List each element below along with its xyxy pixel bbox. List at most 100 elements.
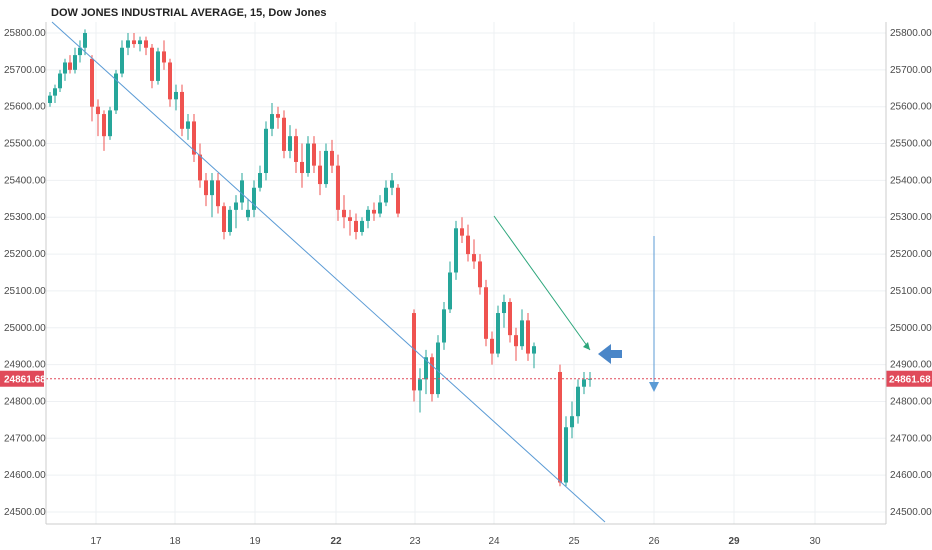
candle-up bbox=[288, 136, 292, 151]
candle-up bbox=[366, 209, 370, 221]
y-tick-label-right: 24600.00 bbox=[890, 470, 932, 481]
target-arrow-head bbox=[649, 382, 659, 392]
candle-down bbox=[150, 47, 154, 81]
candle-up bbox=[264, 128, 268, 174]
y-tick-label-left: 25000.00 bbox=[4, 323, 46, 334]
y-tick-label-left: 24600.00 bbox=[4, 470, 46, 481]
y-tick-label-left: 25800.00 bbox=[4, 28, 46, 39]
y-tick-label-left: 25300.00 bbox=[4, 212, 46, 223]
candle-up bbox=[186, 121, 190, 129]
candle-down bbox=[336, 165, 340, 210]
x-tick-label: 29 bbox=[728, 536, 740, 547]
y-tick-label-right: 25600.00 bbox=[890, 102, 932, 113]
candle-up bbox=[78, 47, 82, 56]
y-tick-label-right: 25200.00 bbox=[890, 249, 932, 260]
x-tick-label: 24 bbox=[488, 536, 500, 547]
candle-down bbox=[484, 287, 488, 339]
candle-down bbox=[342, 209, 346, 218]
candle-down bbox=[204, 180, 208, 196]
y-tick-label-left: 25400.00 bbox=[4, 175, 46, 186]
green-trendline[interactable] bbox=[493, 215, 591, 351]
candle-up bbox=[582, 379, 586, 387]
current-price-line: 24861.68 24861.68 bbox=[0, 370, 932, 387]
left-pointing-arrow-icon bbox=[598, 344, 622, 364]
candle-up bbox=[234, 202, 238, 210]
candle-down bbox=[180, 91, 184, 129]
candle-down bbox=[216, 180, 220, 207]
candle-down bbox=[96, 106, 100, 115]
candle-up bbox=[73, 55, 77, 70]
x-tick-label: 22 bbox=[330, 536, 342, 547]
y-tick-label-right: 25000.00 bbox=[890, 323, 932, 334]
candle-up bbox=[424, 357, 428, 380]
candle-up bbox=[138, 40, 142, 45]
descending-trendline[interactable] bbox=[51, 21, 606, 523]
candle-up bbox=[246, 209, 250, 218]
axes: 25800.00 25800.00 25700.00 25700.00 25600.00… bbox=[4, 22, 932, 547]
candle-down bbox=[508, 301, 512, 336]
candle-up bbox=[270, 114, 274, 129]
y-tick-label-right: 25300.00 bbox=[890, 212, 932, 223]
candle-up bbox=[448, 272, 452, 310]
candle-down bbox=[330, 150, 334, 166]
candle-up bbox=[156, 51, 160, 81]
candle-down bbox=[294, 136, 298, 162]
candle-up bbox=[174, 91, 178, 100]
candle-down bbox=[472, 254, 476, 262]
candle-down bbox=[318, 165, 322, 185]
candle-up bbox=[63, 62, 67, 74]
y-tick-label-right: 24500.00 bbox=[890, 507, 932, 518]
y-tick-label-left: 24500.00 bbox=[4, 507, 46, 518]
candle-up bbox=[496, 313, 500, 354]
y-tick-label-right: 25800.00 bbox=[890, 28, 932, 39]
candle-down bbox=[192, 121, 196, 155]
y-tick-label-right: 25100.00 bbox=[890, 286, 932, 297]
candle-down bbox=[168, 62, 172, 100]
y-tick-label-left: 24800.00 bbox=[4, 396, 46, 407]
grid bbox=[46, 22, 886, 524]
y-tick-label-left: 25700.00 bbox=[4, 65, 46, 76]
y-tick-label-left: 25100.00 bbox=[4, 286, 46, 297]
candle-up bbox=[258, 173, 262, 188]
x-tick-label: 23 bbox=[409, 536, 421, 547]
candle-up bbox=[436, 342, 440, 395]
candle-down bbox=[276, 114, 280, 118]
candle-up bbox=[454, 228, 458, 273]
candle-down bbox=[222, 206, 226, 232]
candle-up bbox=[442, 309, 446, 343]
candle-up bbox=[83, 33, 87, 48]
candle-up bbox=[53, 88, 57, 96]
candle-down bbox=[478, 261, 482, 288]
candle-up bbox=[126, 40, 130, 48]
x-tick-label: 25 bbox=[568, 536, 580, 547]
current-price-label-right: 24861.68 bbox=[889, 375, 931, 386]
y-tick-label-left: 25200.00 bbox=[4, 249, 46, 260]
candle-up bbox=[564, 427, 568, 483]
chart-title: DOW JONES INDUSTRIAL AVERAGE, 15, Dow Jo… bbox=[51, 7, 326, 19]
candle-up bbox=[252, 187, 256, 210]
candle-down bbox=[490, 338, 494, 354]
candle-up bbox=[228, 209, 232, 232]
candle-down bbox=[300, 161, 304, 174]
candle-up bbox=[114, 73, 118, 111]
candle-up bbox=[210, 180, 214, 196]
candle-down bbox=[354, 220, 358, 232]
y-tick-label-left: 24700.00 bbox=[4, 433, 46, 444]
candle-down bbox=[460, 228, 464, 236]
candle-up bbox=[360, 220, 364, 232]
candle-up bbox=[108, 110, 112, 137]
candle-down bbox=[132, 40, 136, 45]
candle-down bbox=[312, 143, 316, 166]
candle-down bbox=[348, 217, 352, 221]
candle-down bbox=[372, 209, 376, 214]
overlays bbox=[51, 21, 659, 523]
candle-up bbox=[306, 143, 310, 174]
current-price-badge-left bbox=[0, 370, 44, 387]
y-tick-label-right: 25500.00 bbox=[890, 139, 932, 150]
y-tick-label-left: 24900.00 bbox=[4, 360, 46, 371]
x-tick-label: 18 bbox=[169, 536, 181, 547]
candle-up bbox=[576, 386, 580, 417]
candle-up bbox=[120, 47, 124, 74]
candle-up bbox=[520, 320, 524, 347]
